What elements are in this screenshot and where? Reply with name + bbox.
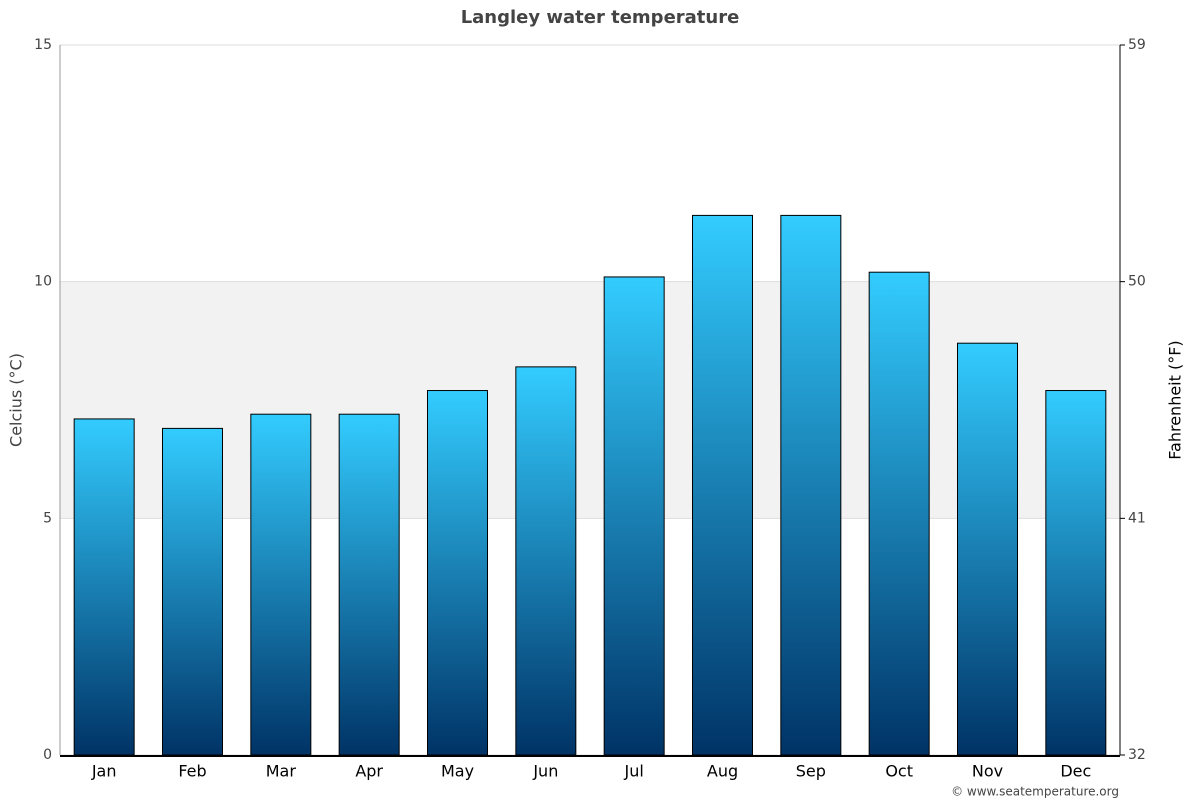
bar <box>603 276 665 756</box>
bar <box>73 418 135 756</box>
x-tick-label: Dec <box>1060 762 1091 781</box>
y2-tick-label: 50 <box>1128 274 1146 290</box>
bar <box>515 366 577 756</box>
bar <box>692 214 753 756</box>
y-tick-label: 10 <box>34 274 52 290</box>
y2-axis-label: Fahrenheit (°F) <box>1166 340 1185 459</box>
bar <box>162 427 223 756</box>
background <box>60 44 1120 756</box>
y-tick-label: 0 <box>43 747 52 763</box>
x-tick-label: Aug <box>707 762 738 781</box>
shaded-band <box>60 281 1120 519</box>
y-tick-label: 15 <box>34 37 52 53</box>
x-tick-label: Oct <box>885 762 913 781</box>
x-tick-label: Feb <box>178 762 206 781</box>
bar <box>250 413 312 756</box>
bar <box>1045 390 1107 756</box>
x-tick-label: Jan <box>91 762 117 781</box>
y2-tick-label: 59 <box>1128 37 1146 53</box>
x-tick-label: Nov <box>972 762 1003 781</box>
x-tick-label: Jun <box>532 762 558 781</box>
bar <box>427 390 488 756</box>
y-tick-label: 5 <box>43 510 52 526</box>
y2-tick-label: 41 <box>1128 510 1146 526</box>
x-tick-label: Mar <box>266 762 297 781</box>
chart-title: Langley water temperature <box>461 7 740 28</box>
bar <box>338 413 400 756</box>
bar <box>957 342 1018 756</box>
x-tick-label: May <box>441 762 474 781</box>
y2-tick-label: 32 <box>1128 747 1146 763</box>
bar <box>868 271 930 756</box>
x-tick-label: Sep <box>796 762 826 781</box>
bar <box>780 214 842 756</box>
y-axis-label: Celcius (°C) <box>7 353 26 447</box>
x-tick-label: Apr <box>355 762 383 781</box>
source: © www.seatemperature.org <box>951 785 1119 799</box>
x-tick-label: Jul <box>624 762 644 781</box>
